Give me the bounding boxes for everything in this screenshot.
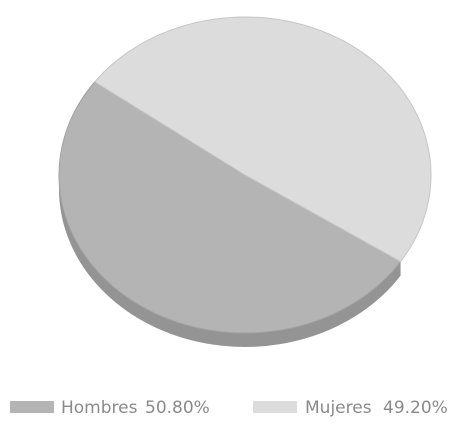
- legend-value-hombres: 50.80%: [145, 398, 210, 418]
- legend-label-hombres: Hombres: [61, 398, 138, 418]
- legend-swatch-mujeres: [253, 401, 297, 413]
- pie-slices: [58, 16, 432, 334]
- legend-swatch-hombres: [10, 401, 54, 413]
- pie-slice-mujeres: [93, 16, 432, 263]
- legend-label-mujeres: Mujeres: [305, 398, 372, 418]
- pie-slice-hombres: [58, 81, 402, 334]
- legend: Hombres 50.80% Mujeres 49.20%: [10, 398, 448, 418]
- legend-value-mujeres: 49.20%: [383, 398, 448, 418]
